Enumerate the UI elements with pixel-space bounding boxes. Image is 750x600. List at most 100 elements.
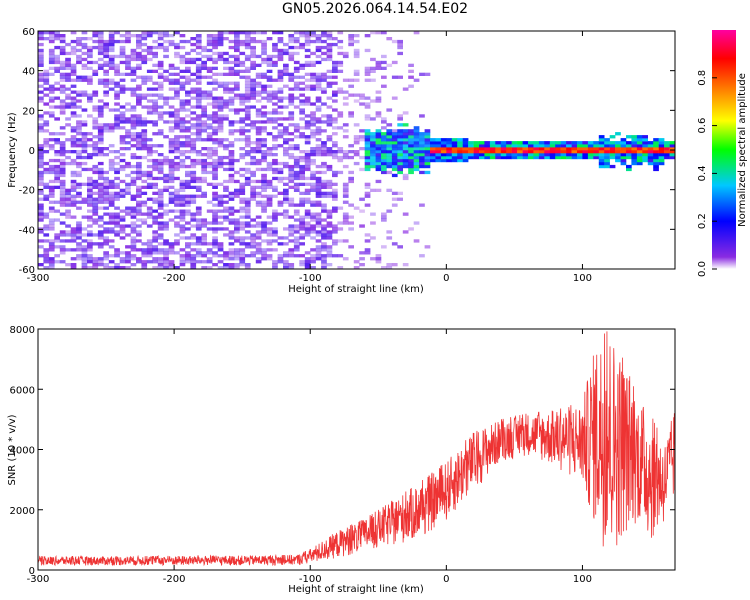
- x-tick-label: 0: [443, 574, 449, 585]
- spectrogram-cell: [54, 105, 60, 109]
- spectrogram-cell: [125, 39, 131, 44]
- spectrogram-cell: [266, 203, 273, 207]
- spectrogram-cell: [185, 90, 191, 94]
- spectrogram-cell: [484, 141, 491, 145]
- spectrogram-cell: [664, 141, 670, 145]
- spectrogram-cell: [48, 51, 55, 56]
- spectrogram-cell: [125, 132, 131, 136]
- spectrogram-cell: [315, 78, 322, 82]
- spectrogram-cell: [370, 57, 376, 62]
- spectrogram-cell: [326, 209, 333, 213]
- spectrogram-cell: [195, 212, 202, 216]
- spectrogram-cell: [87, 138, 93, 142]
- spectrogram-cell: [125, 188, 131, 192]
- spectrogram-cell: [217, 126, 224, 130]
- spectrogram-cell: [299, 135, 305, 139]
- spectrogram-cell: [255, 194, 262, 198]
- spectrogram-cell: [266, 164, 273, 169]
- spectrogram-cell: [92, 135, 99, 139]
- spectrogram-cell: [332, 209, 338, 213]
- spectrogram-cell: [310, 87, 316, 91]
- spectrogram-cell: [43, 266, 50, 269]
- spectrogram-cell: [250, 251, 256, 255]
- spectrogram-cell: [179, 153, 186, 157]
- spectrogram-cell: [130, 132, 137, 136]
- spectrogram-cell: [87, 218, 93, 222]
- spectrogram-cell: [206, 114, 213, 118]
- spectrogram-cell: [212, 212, 218, 216]
- spectrogram-cell: [299, 203, 305, 207]
- spectrogram-cell: [201, 129, 207, 133]
- spectrogram-cell: [304, 191, 311, 195]
- spectrogram-cell: [299, 224, 305, 228]
- spectrogram-cell: [152, 209, 158, 213]
- spectrogram-cell: [195, 161, 202, 166]
- spectrogram-cell: [157, 227, 164, 231]
- spectrogram-cell: [223, 257, 229, 261]
- spectrogram-cell: [92, 60, 99, 65]
- spectrogram-cell: [190, 200, 197, 204]
- spectrogram-cell: [87, 239, 93, 243]
- spectrogram-cell: [87, 37, 93, 41]
- spectrogram-cell: [250, 31, 256, 35]
- spectrogram-cell: [484, 153, 491, 157]
- spectrogram-cell: [114, 114, 120, 118]
- spectrogram-cell: [48, 96, 55, 100]
- spectrogram-cell: [81, 57, 88, 62]
- spectrogram-cell: [239, 126, 246, 130]
- spectrogram-cell: [114, 120, 120, 124]
- spectrogram-cell: [152, 167, 158, 172]
- spectrogram-cell: [348, 111, 354, 115]
- spectrogram-cell: [43, 224, 50, 228]
- spectrogram-cell: [185, 242, 191, 246]
- spectrogram-cell: [391, 150, 398, 154]
- spectrogram-cell: [146, 209, 153, 213]
- spectrogram-cell: [97, 150, 104, 154]
- spectrogram-cell: [598, 147, 605, 151]
- spectrogram-cell: [342, 78, 349, 82]
- spectrogram-cell: [244, 236, 251, 240]
- spectrogram-cell: [604, 141, 610, 145]
- spectrogram-cell: [163, 120, 169, 124]
- spectrogram-cell: [174, 251, 180, 255]
- spectrogram-cell: [544, 153, 550, 157]
- spectrogram-cell: [114, 66, 120, 70]
- spectrogram-cell: [201, 123, 207, 127]
- spectrogram-cell: [81, 197, 88, 201]
- spectrogram-cell: [321, 87, 327, 91]
- spectrogram-cell: [130, 108, 137, 112]
- spectrogram-cell: [141, 155, 148, 160]
- spectrogram-cell: [114, 170, 120, 175]
- spectrogram-cell: [43, 69, 50, 73]
- spectrogram-cell: [381, 141, 387, 145]
- spectrogram-cell: [168, 173, 175, 178]
- spectrogram-cell: [370, 188, 376, 192]
- spectrogram-cell: [244, 153, 251, 157]
- spectrogram-cell: [647, 155, 654, 160]
- spectrogram-cell: [451, 153, 458, 157]
- spectrogram-cell: [228, 87, 235, 91]
- spectrogram-cell: [136, 164, 142, 169]
- spectrogram-cell: [277, 170, 284, 175]
- spectrogram-cell: [375, 63, 382, 67]
- spectrogram-cell: [315, 182, 322, 186]
- spectrogram-cell: [402, 164, 409, 169]
- spectrogram-cell: [185, 93, 191, 97]
- spectrogram-cell: [157, 132, 164, 136]
- spectrogram-cell: [326, 254, 333, 258]
- x-tick-label: 0: [443, 273, 449, 284]
- spectrogram-cell: [152, 185, 158, 189]
- spectrogram-cell: [92, 182, 99, 186]
- spectrogram-cell: [190, 236, 197, 240]
- spectrogram-cell: [108, 57, 115, 62]
- spectrogram-cell: [212, 236, 218, 240]
- spectrogram-cell: [146, 120, 153, 124]
- spectrogram-cell: [190, 72, 197, 76]
- spectrogram-cell: [174, 96, 180, 100]
- spectrogram-cell: [326, 69, 333, 73]
- spectrogram-cell: [59, 132, 66, 136]
- spectrogram-cell: [136, 57, 142, 62]
- spectrogram-cell: [381, 212, 387, 216]
- spectrogram-cell: [163, 248, 169, 252]
- spectrogram-cell: [593, 150, 599, 154]
